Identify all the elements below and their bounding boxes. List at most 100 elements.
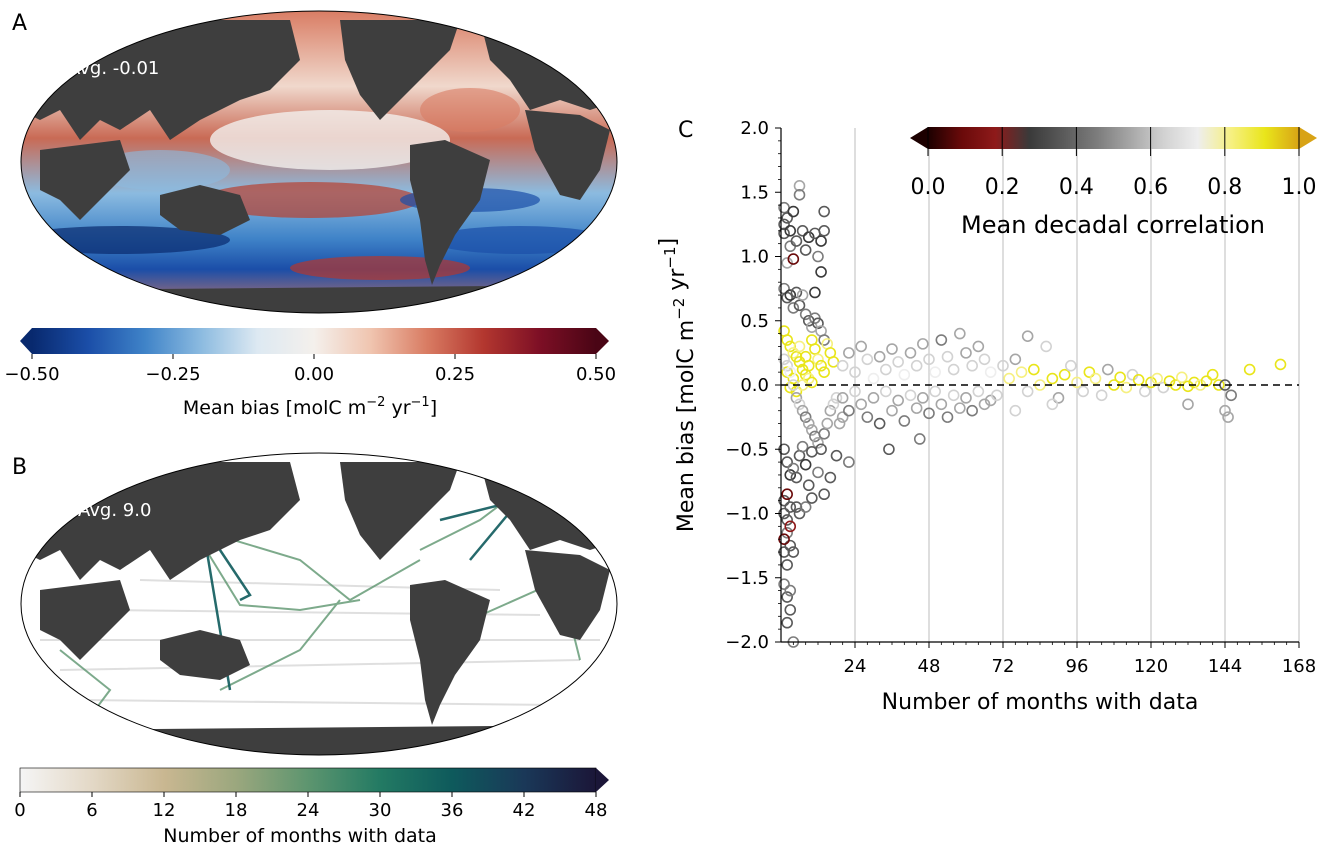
panel-b-letter: B	[12, 455, 27, 480]
scatter-point	[861, 411, 874, 423]
panel-c-colorbar: 0.0 0.2 0.4 0.6 0.8 1.0 Mean decadal correlat…	[910, 127, 1317, 239]
colorbar-a-label: Mean bias [molC m−2 yr−1]	[183, 395, 437, 419]
scatter-point	[784, 520, 797, 533]
scatter-point	[910, 402, 923, 414]
colorbar-c-tick-label: 0.0	[911, 175, 946, 200]
panel-c-x-ticks: 24 48 72 96 120 144 168	[792, 642, 1316, 677]
panel-b-map-border	[20, 452, 618, 756]
scatter-point	[898, 368, 911, 381]
y-tick-label: −2.0	[725, 632, 769, 653]
scatter-point	[997, 359, 1009, 372]
scatter-point	[812, 353, 824, 366]
scatter-point	[1071, 376, 1083, 389]
scatter-point	[843, 404, 855, 417]
y-tick-label: 0.5	[740, 311, 769, 332]
scatter-point	[781, 526, 793, 539]
scatter-point	[883, 443, 895, 456]
scatter-point	[1015, 366, 1028, 378]
scatter-point	[1040, 340, 1052, 353]
scatter-point	[1028, 363, 1040, 376]
scatter-point	[941, 411, 954, 423]
scatter-point	[1102, 363, 1114, 376]
scatter-point	[861, 353, 874, 366]
panel-a-map-border	[20, 10, 618, 314]
scatter-point	[960, 392, 972, 404]
scatter-point	[821, 417, 834, 430]
colorbar-a-max-arrow	[596, 328, 609, 354]
scatter-point	[802, 231, 815, 244]
colorbar-b-label: Number of months with data	[163, 825, 436, 847]
panel-a-letter: A	[12, 11, 27, 36]
scatter-point	[781, 334, 793, 346]
scatter-point	[843, 456, 855, 468]
panel-a-avg: Avg. -0.01	[68, 58, 159, 79]
scatter-point	[1021, 385, 1034, 398]
colorbar-b-tick-label: 36	[441, 800, 464, 821]
panel-c-letter: C	[678, 118, 693, 143]
scatter-point	[843, 347, 855, 359]
scatter-point	[947, 363, 960, 376]
scatter-point	[830, 392, 843, 404]
scatter-point	[793, 189, 806, 201]
panel-c-gridlines	[854, 128, 1300, 642]
scatter-point	[1089, 372, 1102, 385]
scatter-point	[778, 218, 790, 231]
scatter-point	[880, 363, 892, 376]
colorbar-b-tick-label: 6	[86, 800, 97, 821]
scatter-point	[1003, 372, 1015, 385]
scatter-point	[790, 385, 803, 398]
scatter-point	[1065, 359, 1077, 372]
y-tick-label: −1.0	[725, 504, 769, 525]
scatter-point	[815, 235, 827, 247]
scatter-point	[806, 492, 818, 504]
scatter-point	[1188, 376, 1200, 389]
scatter-point	[790, 471, 803, 484]
scatter-point	[935, 334, 948, 346]
colorbar-b-tick-label: 12	[153, 800, 176, 821]
scatter-point	[1009, 404, 1022, 417]
scatter-point	[787, 372, 800, 385]
y-tick-label: 0.0	[740, 375, 769, 396]
colorbar-b-tick-label: 30	[369, 800, 392, 821]
scatter-point	[917, 338, 929, 350]
colorbar-c-tick-label: 1.0	[1282, 175, 1317, 200]
scatter-point	[802, 479, 815, 492]
scatter-point	[793, 340, 806, 353]
scatter-point	[784, 539, 797, 552]
scatter-point	[799, 411, 812, 423]
scatter-point	[815, 266, 827, 278]
scatter-point	[818, 428, 830, 440]
scatter-point	[1151, 372, 1163, 385]
colorbar-a-tick-label: −0.25	[145, 364, 200, 385]
panel-c-y-ticks: −2.0 −1.5 −1.0 −0.5 0.0 0.5 1.0 1.5 2.0	[725, 118, 781, 653]
scatter-point	[923, 353, 935, 366]
scatter-point	[799, 458, 812, 471]
scatter-point	[1176, 371, 1188, 384]
scatter-point	[984, 366, 997, 378]
scatter-point	[784, 604, 797, 616]
scatter-point	[978, 398, 991, 411]
panel-c: C 24 48 72 96 120 144 168 −2.0−1.5−1.0−0.50.00…	[656, 118, 1317, 715]
scatter-point	[904, 389, 917, 402]
colorbar-b-tick-label: 24	[297, 800, 320, 821]
scatter-point	[873, 350, 886, 363]
colorbar-b-ticks: 0 6 12 18 24 30 36 42 48	[14, 792, 607, 821]
y-tick-label: 2.0	[740, 118, 769, 139]
scatter-point	[827, 398, 840, 411]
scatter-point	[784, 469, 797, 481]
colorbar-a-tick-label: −0.50	[4, 364, 59, 385]
scatter-point	[784, 366, 797, 378]
scatter-point	[923, 407, 935, 420]
scatter-point	[781, 257, 793, 269]
panel-b-map	[21, 453, 617, 755]
scatter-point	[1083, 366, 1096, 378]
scatter-point	[790, 235, 803, 247]
scatter-point	[947, 389, 960, 402]
scatter-point	[818, 488, 830, 501]
colorbar-b-tick-label: 18	[225, 800, 248, 821]
scatter-point	[815, 359, 827, 372]
scatter-point	[1200, 375, 1213, 387]
scatter-point	[954, 327, 966, 340]
panel-a: A Avg. -0.01	[4, 10, 618, 419]
